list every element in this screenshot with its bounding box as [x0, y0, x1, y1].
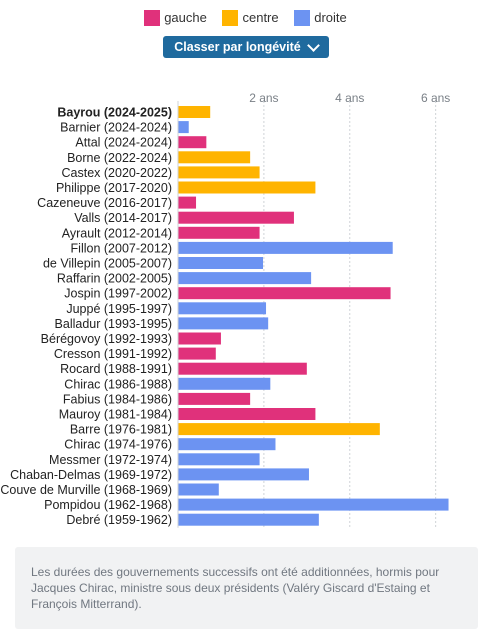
category-label: Rocard (1988-1991) — [60, 362, 172, 376]
bar — [178, 377, 271, 390]
x-tick-label: 4 ans — [335, 91, 364, 105]
bar — [178, 241, 393, 254]
bar — [178, 121, 189, 134]
legend: gauche centre droite — [0, 9, 491, 26]
legend-label: droite — [314, 10, 347, 26]
bar — [178, 468, 309, 481]
bar — [178, 181, 316, 194]
bar — [178, 513, 319, 526]
category-label: Couve de Murville (1968-1969) — [0, 483, 172, 497]
bar — [178, 332, 221, 345]
category-label: Bérégovoy (1992-1993) — [41, 332, 172, 346]
bar — [178, 257, 264, 269]
bar — [178, 392, 251, 405]
category-label: Pompidou (1962-1968) — [44, 498, 172, 512]
category-label: Castex (2020-2022) — [62, 166, 172, 180]
category-label: Borne (2022-2024) — [67, 151, 172, 165]
footnote: Les durées des gouvernements successifs … — [15, 547, 478, 629]
category-label: Attal (2024-2024) — [75, 136, 172, 150]
bar — [178, 151, 251, 164]
category-label: Cresson (1991-1992) — [54, 347, 172, 361]
bar — [178, 362, 307, 375]
category-label: de Villepin (2005-2007) — [43, 257, 172, 271]
category-label: Mauroy (1981-1984) — [59, 408, 172, 422]
category-label: Juppé (1995-1997) — [66, 302, 172, 316]
bar — [178, 302, 267, 315]
category-label: Chirac (1974-1976) — [64, 438, 172, 452]
category-label: Cazeneuve (2016-2017) — [37, 196, 172, 210]
chevron-down-icon — [306, 38, 320, 52]
legend-item-gauche: gauche — [144, 9, 207, 26]
category-label: Jospin (1997-2002) — [64, 287, 172, 301]
bar — [178, 453, 260, 466]
legend-label: gauche — [164, 10, 207, 26]
sort-button-label: Classer par longévité — [174, 40, 301, 54]
legend-label: centre — [242, 10, 279, 26]
bar — [178, 272, 312, 285]
bar — [178, 423, 380, 436]
bar — [178, 287, 391, 300]
x-tick-label: 2 ans — [249, 91, 278, 105]
category-label: Raffarin (2002-2005) — [57, 272, 172, 286]
bar — [178, 317, 269, 330]
sort-by-longevity-button[interactable]: Classer par longévité — [163, 36, 329, 58]
category-label: Philippe (2017-2020) — [56, 181, 172, 195]
x-tick-label: 6 ans — [421, 91, 450, 105]
bar — [178, 211, 294, 224]
bar-chart: 2 ans 4 ans 6 ans Bayrou (2024-2025)Barnier… — [0, 91, 450, 528]
bar — [178, 483, 219, 496]
category-label: Balladur (1993-1995) — [55, 317, 172, 331]
category-label: Chaban-Delmas (1969-1972) — [10, 468, 172, 482]
bar — [178, 166, 260, 179]
category-label: Ayrault (2012-2014) — [62, 226, 172, 240]
bar — [178, 498, 449, 511]
category-label: Bayrou (2024-2025) — [57, 106, 172, 120]
category-label: Chirac (1986-1988) — [64, 377, 172, 391]
bar — [178, 106, 211, 118]
category-label: Valls (2014-2017) — [74, 211, 172, 225]
category-label: Debré (1959-1962) — [66, 513, 172, 527]
bar — [178, 438, 276, 451]
legend-swatch-centre — [222, 9, 239, 26]
bar — [178, 196, 197, 209]
category-label: Barre (1976-1981) — [70, 423, 172, 437]
legend-swatch-gauche — [144, 9, 161, 26]
bar — [178, 226, 260, 239]
category-label: Barnier (2024-2024) — [60, 121, 172, 135]
category-label: Fabius (1984-1986) — [63, 392, 172, 406]
legend-item-centre: centre — [222, 9, 279, 26]
bar — [178, 347, 216, 360]
legend-swatch-droite — [294, 9, 311, 26]
category-label: Messmer (1972-1974) — [49, 453, 172, 467]
legend-item-droite: droite — [294, 9, 347, 26]
bar — [178, 136, 207, 149]
category-label: Fillon (2007-2012) — [71, 241, 172, 255]
bar — [178, 408, 316, 420]
